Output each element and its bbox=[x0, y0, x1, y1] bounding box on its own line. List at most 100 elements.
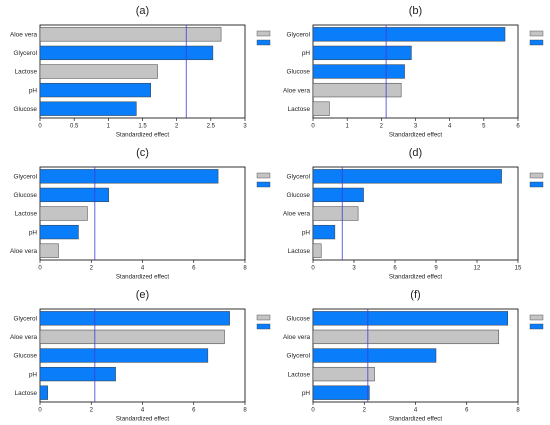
x-axis-title: Standardized effect bbox=[389, 416, 442, 423]
x-tick-label: 6 bbox=[393, 266, 397, 272]
chart-panel-5: (e) Glycerol Aloe vera Glucose pH Lactose 0 2 4 6… bbox=[10, 289, 271, 423]
factor-label: Glucose bbox=[14, 353, 38, 360]
factor-label: Glucose bbox=[287, 316, 311, 323]
effect-bar bbox=[39, 206, 88, 221]
x-tick-label: 1.5 bbox=[138, 124, 147, 130]
legend-swatch-positive bbox=[529, 181, 544, 188]
effect-bar bbox=[312, 348, 437, 363]
x-tick-label: 4 bbox=[414, 408, 418, 414]
x-tick-label: 3 bbox=[414, 124, 418, 130]
factor-label: Glycerol bbox=[287, 174, 310, 181]
x-axis-title: Standardized effect bbox=[116, 274, 169, 281]
effect-bar bbox=[312, 366, 375, 382]
effect-bar bbox=[312, 27, 506, 42]
effect-bar bbox=[39, 348, 209, 363]
factor-label: Lactose bbox=[15, 69, 38, 76]
factor-label: Lactose bbox=[15, 211, 38, 218]
x-tick-label: 2 bbox=[175, 124, 179, 130]
legend-swatch-positive bbox=[256, 323, 271, 330]
factor-label: Glucose bbox=[14, 192, 38, 199]
effect-bar bbox=[312, 311, 508, 326]
chart-panel-4: (d) Glycerol Glucose Aloe vera pH Lactose 0 3 6 9… bbox=[283, 147, 544, 281]
effect-bar bbox=[39, 101, 137, 116]
legend-swatch-positive bbox=[256, 39, 271, 46]
factor-label: Aloe vera bbox=[283, 87, 310, 94]
x-tick-label: 15 bbox=[515, 266, 522, 272]
x-tick-label: 2 bbox=[363, 408, 367, 414]
factor-label: Aloe vera bbox=[10, 32, 37, 39]
x-tick-label: 6 bbox=[192, 408, 196, 414]
effect-bar bbox=[39, 311, 230, 326]
factor-label: Aloe vera bbox=[283, 334, 310, 341]
factor-label: Lactose bbox=[288, 371, 311, 378]
effect-bar bbox=[312, 169, 502, 184]
effect-bar bbox=[39, 45, 214, 61]
factor-label: Glycerol bbox=[287, 353, 310, 360]
x-tick-label: 0.5 bbox=[70, 124, 79, 130]
x-tick-label: 2 bbox=[90, 266, 94, 272]
x-tick-label: 6 bbox=[192, 266, 196, 272]
effect-bar bbox=[39, 169, 219, 184]
x-tick-label: 8 bbox=[243, 266, 247, 272]
legend-swatch-positive bbox=[529, 39, 544, 46]
effect-bar bbox=[312, 101, 330, 116]
x-tick-label: 5 bbox=[482, 124, 486, 130]
legend-swatch-negative bbox=[256, 172, 271, 179]
factor-label: Aloe vera bbox=[283, 211, 310, 218]
effect-bar bbox=[312, 64, 405, 79]
effect-bar bbox=[39, 27, 222, 42]
effect-bar bbox=[39, 187, 109, 203]
factor-label: Glucose bbox=[287, 192, 311, 199]
legend-swatch-negative bbox=[529, 172, 544, 179]
factor-label: pH bbox=[302, 390, 311, 397]
effect-bar bbox=[312, 45, 412, 61]
panel-label: (a) bbox=[136, 5, 149, 17]
effect-bar bbox=[39, 329, 225, 345]
x-axis-title: Standardized effect bbox=[389, 132, 442, 139]
x-tick-label: 0 bbox=[38, 408, 42, 414]
chart-panel-6: (f) Glucose Aloe vera Glycerol Lactose pH 0 2 4 6… bbox=[283, 289, 544, 423]
x-tick-label: 6 bbox=[516, 124, 520, 130]
effect-bar bbox=[312, 385, 370, 400]
effect-bar bbox=[39, 243, 59, 258]
x-tick-label: 3 bbox=[243, 124, 247, 130]
chart-panel-3: (c) Glycerol Glucose Lactose pH Aloe vera 0 2 4 6… bbox=[10, 147, 271, 281]
x-tick-label: 1 bbox=[345, 124, 349, 130]
factor-label: pH bbox=[29, 229, 38, 236]
legend-swatch-negative bbox=[256, 314, 271, 321]
legend-swatch-negative bbox=[529, 314, 544, 321]
effect-bar bbox=[312, 206, 359, 221]
factor-label: Glycerol bbox=[14, 50, 37, 57]
chart-panel-1: (a) Aloe vera Glycerol Lactose pH Glucose 0 0.5… bbox=[10, 5, 271, 139]
factor-label: Glucose bbox=[287, 69, 311, 76]
factor-label: pH bbox=[29, 87, 38, 94]
x-tick-label: 0 bbox=[38, 124, 42, 130]
effect-bar bbox=[39, 366, 116, 382]
factor-label: pH bbox=[29, 371, 38, 378]
effect-bar bbox=[312, 329, 500, 345]
factor-label: pH bbox=[302, 50, 311, 57]
effect-bar bbox=[39, 64, 158, 79]
x-tick-label: 3 bbox=[352, 266, 356, 272]
x-tick-label: 2.5 bbox=[207, 124, 216, 130]
x-tick-label: 8 bbox=[243, 408, 247, 414]
x-tick-label: 4 bbox=[141, 408, 145, 414]
panel-label: (e) bbox=[136, 289, 149, 301]
panel-label: (f) bbox=[410, 289, 420, 301]
x-tick-label: 9 bbox=[434, 266, 438, 272]
factor-label: Glycerol bbox=[14, 174, 37, 181]
effect-bar bbox=[312, 187, 364, 203]
legend-swatch-negative bbox=[256, 30, 271, 37]
effect-bar bbox=[312, 243, 322, 258]
x-axis-title: Standardized effect bbox=[116, 416, 169, 423]
x-tick-label: 8 bbox=[516, 408, 520, 414]
x-axis-title: Standardized effect bbox=[116, 132, 169, 139]
effect-bar bbox=[39, 82, 151, 98]
x-axis-title: Standardized effect bbox=[389, 274, 442, 281]
factor-label: pH bbox=[302, 229, 311, 236]
legend-swatch-positive bbox=[256, 181, 271, 188]
x-tick-label: 0 bbox=[311, 124, 315, 130]
effect-bar bbox=[39, 224, 79, 240]
x-tick-label: 0 bbox=[38, 266, 42, 272]
x-tick-label: 0 bbox=[311, 266, 315, 272]
